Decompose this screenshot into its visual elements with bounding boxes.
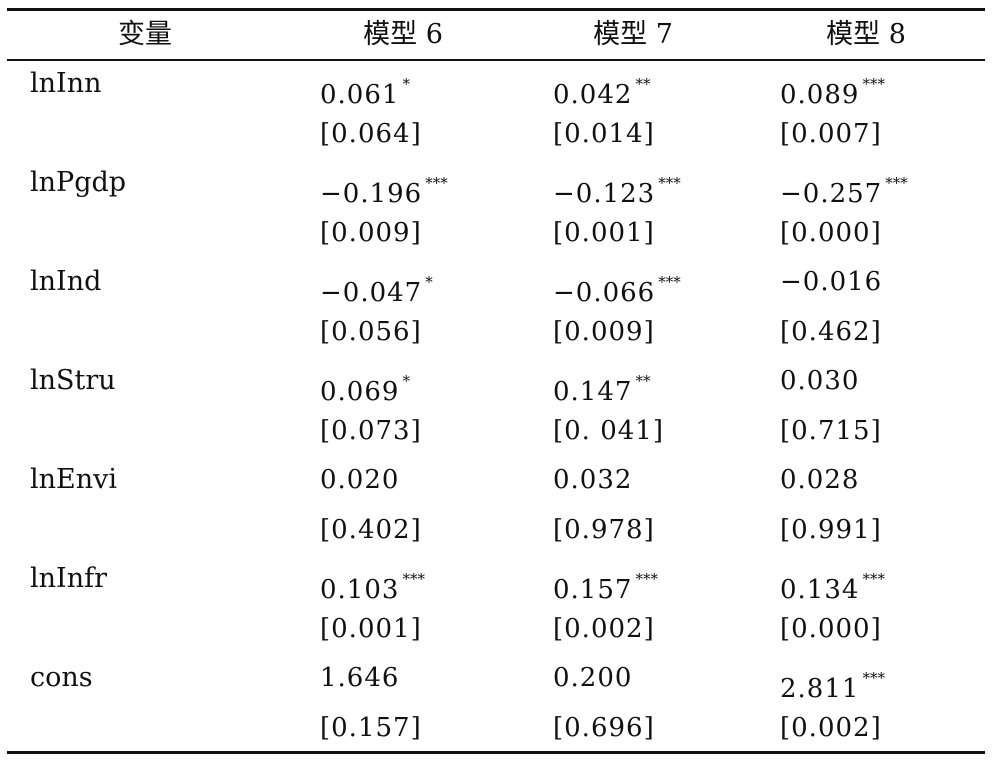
significance-stars: *** (402, 570, 425, 588)
coefficient-value: 0.147 (553, 377, 633, 407)
coefficient-cell: −0.196 *** (320, 163, 448, 209)
header-model-8: 模型 8 (826, 19, 906, 50)
coefficient-value: 0.061 (320, 80, 400, 110)
coefficient-value: −0.066 (553, 278, 656, 308)
p-value-cell: [0.064] (320, 118, 422, 149)
coefficient-value: −0.047 (320, 278, 423, 308)
p-value-cell: [0.073] (320, 415, 422, 446)
significance-stars: *** (862, 669, 885, 687)
significance-stars: * (402, 372, 410, 390)
coefficient-cell: 0.134 *** (780, 559, 885, 605)
coefficient-cell: −0.066 *** (553, 262, 681, 308)
p-value-cell: [0.157] (320, 712, 422, 743)
p-value-cell: [0.002] (780, 712, 882, 743)
p-value-cell: [0.001] (553, 217, 655, 248)
coefficient-value: 0.020 (320, 465, 400, 495)
significance-stars: *** (862, 75, 885, 93)
variable-name: lnPgdp (30, 167, 127, 198)
coefficient-value: 0.103 (320, 575, 400, 605)
coefficient-cell: −0.016 (780, 262, 882, 302)
variable-name: lnStru (30, 365, 116, 396)
p-value-cell: [0.462] (780, 316, 882, 347)
coefficient-value: 0.032 (553, 465, 633, 495)
header-model-7: 模型 7 (593, 19, 673, 50)
significance-stars: *** (658, 273, 681, 291)
coefficient-cell: 0.061 * (320, 64, 410, 110)
significance-stars: *** (635, 570, 658, 588)
significance-stars: ** (635, 372, 651, 390)
coefficient-cell: −0.123 *** (553, 163, 681, 209)
coefficient-cell: 0.147 ** (553, 361, 651, 407)
significance-stars: ** (635, 75, 651, 93)
p-value-cell: [0.000] (780, 217, 882, 248)
top-rule (7, 8, 985, 11)
significance-stars: * (402, 75, 410, 93)
p-value-cell: [0.978] (553, 514, 655, 545)
header-rule (7, 59, 985, 61)
bottom-rule (7, 751, 985, 754)
coefficient-cell: 0.028 (780, 460, 859, 500)
coefficient-value: 2.811 (780, 674, 860, 704)
p-value-cell: [0. 041] (553, 415, 664, 446)
coefficient-cell: 0.200 (553, 658, 632, 698)
variable-name: lnInfr (30, 563, 107, 594)
coefficient-value: −0.257 (780, 179, 883, 209)
coefficient-cell: 0.020 (320, 460, 399, 500)
coefficient-value: 0.089 (780, 80, 860, 110)
p-value-cell: [0.001] (320, 613, 422, 644)
coefficient-value: 0.157 (553, 575, 633, 605)
p-value-cell: [0.991] (780, 514, 882, 545)
coefficient-cell: −0.257 *** (780, 163, 908, 209)
coefficient-cell: 0.042 ** (553, 64, 651, 110)
coefficient-value: −0.123 (553, 179, 656, 209)
significance-stars: *** (658, 174, 681, 192)
coefficient-value: 0.200 (553, 663, 633, 693)
p-value-cell: [0.009] (553, 316, 655, 347)
coefficient-value: 0.069 (320, 377, 400, 407)
coefficient-value: 0.134 (780, 575, 860, 605)
variable-name: lnInd (30, 266, 102, 297)
coefficient-cell: 0.157 *** (553, 559, 658, 605)
coefficient-cell: 2.811 *** (780, 658, 885, 704)
coefficient-cell: 0.030 (780, 361, 859, 401)
coefficient-cell: 0.089 *** (780, 64, 885, 110)
coefficient-value: 0.028 (780, 465, 860, 495)
p-value-cell: [0.715] (780, 415, 882, 446)
coefficient-cell: 0.069 * (320, 361, 410, 407)
p-value-cell: [0.014] (553, 118, 655, 149)
p-value-cell: [0.000] (780, 613, 882, 644)
p-value-cell: [0.002] (553, 613, 655, 644)
significance-stars: *** (862, 570, 885, 588)
p-value-cell: [0.696] (553, 712, 655, 743)
header-model-6: 模型 6 (363, 19, 443, 50)
coefficient-cell: −0.047 * (320, 262, 433, 308)
coefficient-value: 1.646 (320, 663, 400, 693)
significance-stars: *** (885, 174, 908, 192)
coefficient-cell: 1.646 (320, 658, 399, 698)
p-value-cell: [0.009] (320, 217, 422, 248)
coefficient-value: −0.016 (780, 267, 883, 297)
variable-name: cons (30, 662, 93, 693)
header-variable: 变量 (118, 19, 172, 50)
coefficient-cell: 0.032 (553, 460, 632, 500)
coefficient-value: 0.042 (553, 80, 633, 110)
p-value-cell: [0.402] (320, 514, 422, 545)
coefficient-value: 0.030 (780, 366, 860, 396)
p-value-cell: [0.007] (780, 118, 882, 149)
p-value-cell: [0.056] (320, 316, 422, 347)
variable-name: lnEnvi (30, 464, 118, 495)
coefficient-value: −0.196 (320, 179, 423, 209)
significance-stars: *** (425, 174, 448, 192)
coefficient-cell: 0.103 *** (320, 559, 425, 605)
significance-stars: * (425, 273, 433, 291)
variable-name: lnInn (30, 68, 102, 99)
